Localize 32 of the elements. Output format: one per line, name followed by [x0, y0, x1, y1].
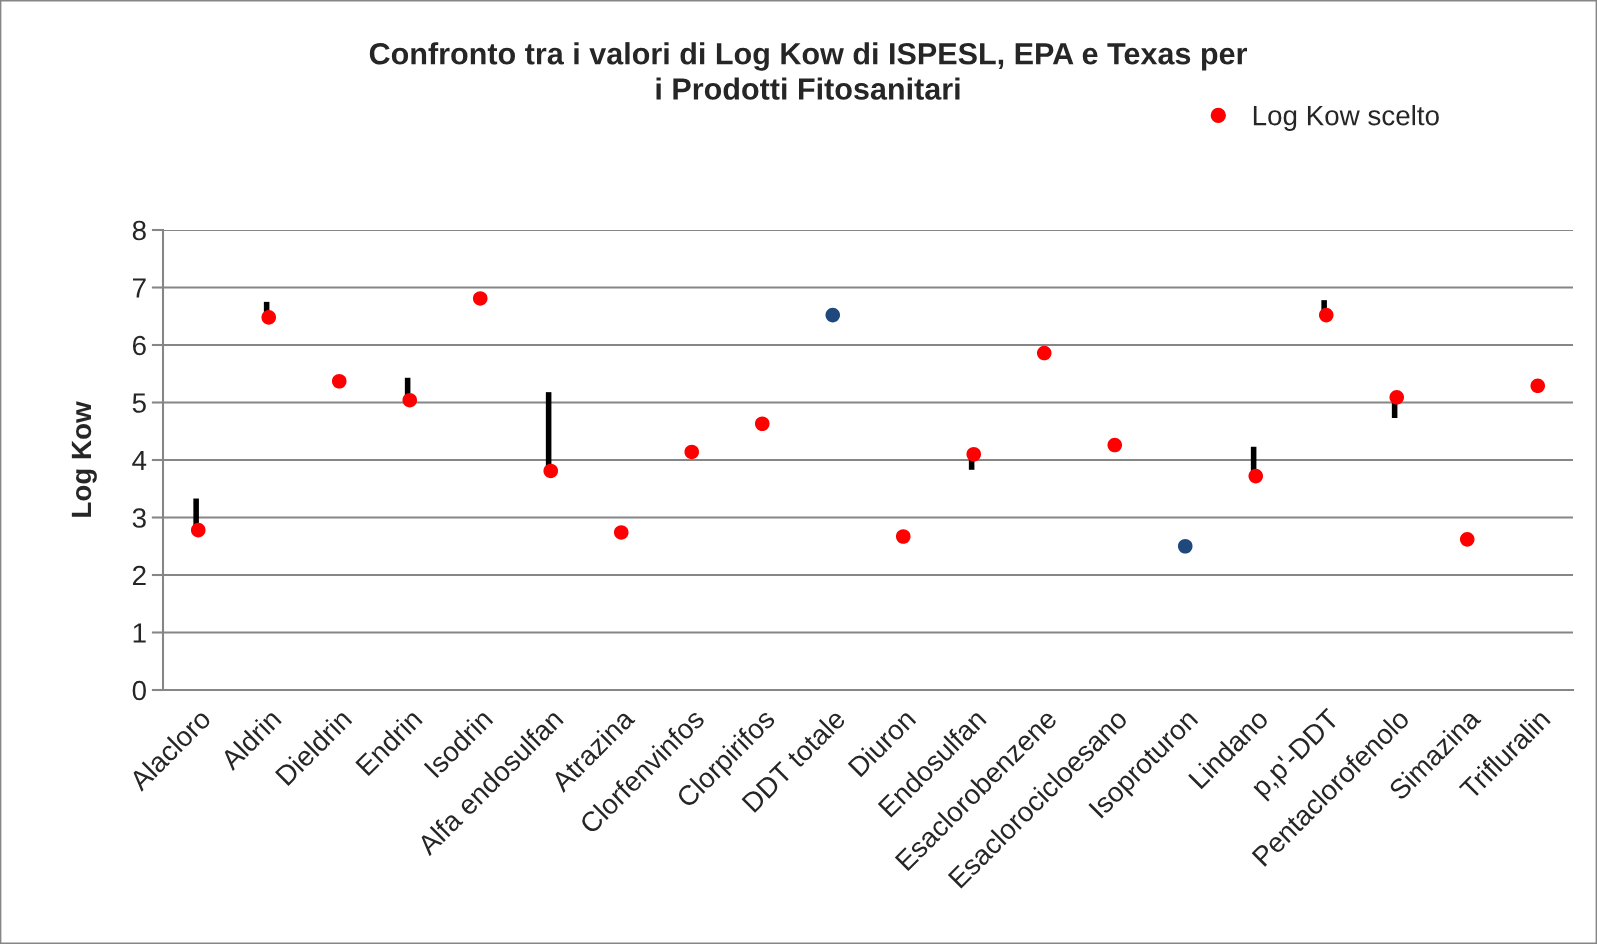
point: [1318, 307, 1334, 323]
y-tick-label: 8: [132, 220, 146, 241]
point: [190, 522, 206, 538]
y-axis-title: Log Kow: [71, 401, 97, 517]
y-tick-label: 7: [133, 278, 146, 298]
point: [472, 291, 488, 306]
point: [1248, 468, 1264, 484]
point: [1107, 437, 1123, 453]
legend-label: Log Kow scelto: [1253, 105, 1439, 131]
y-tick-label: 6: [132, 335, 146, 356]
point: [895, 529, 911, 544]
point: [1036, 345, 1052, 361]
y-tick-label: 2: [132, 565, 146, 586]
y-tick-label: 0: [132, 680, 146, 701]
point: [613, 525, 629, 540]
point: [402, 392, 418, 408]
point: [1389, 390, 1405, 405]
y-tick-label: 1: [133, 623, 146, 643]
point: [1530, 378, 1546, 394]
chart-title: Confronto tra i valori di Log Kow di ISPESL, EPA e Texas per i Prodotti Fitosanitari: [369, 42, 1248, 100]
point: [966, 446, 982, 462]
point: [1459, 532, 1475, 547]
point: [543, 463, 559, 479]
point: [1177, 538, 1193, 554]
point: [825, 307, 841, 323]
point: [331, 373, 347, 389]
point: [261, 310, 277, 325]
point: [754, 416, 770, 432]
y-tick-label: 3: [132, 508, 146, 528]
y-tick-label: 4: [132, 450, 147, 471]
y-tick-label: 5: [132, 393, 146, 413]
point: [684, 444, 700, 460]
